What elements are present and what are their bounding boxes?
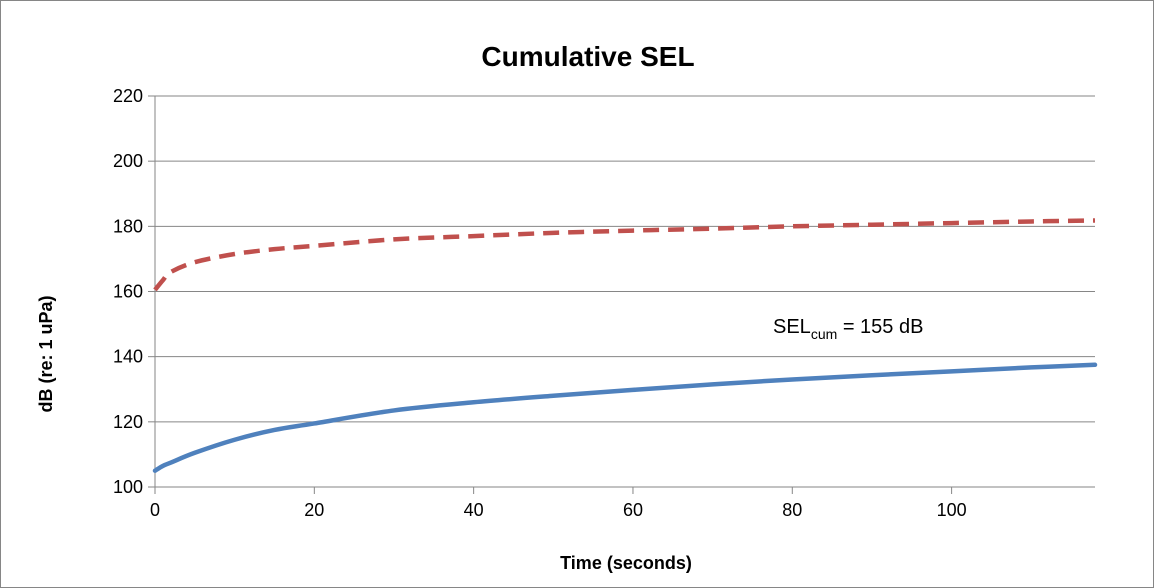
x-tick-label-80: 80 <box>782 500 802 520</box>
x-tick-label-60: 60 <box>623 500 643 520</box>
x-axis-title: Time (seconds) <box>560 553 692 573</box>
y-tick-label-120: 120 <box>113 412 143 432</box>
y-tick-label-220: 220 <box>113 86 143 106</box>
gridlines <box>155 95 1095 423</box>
x-tick-label-40: 40 <box>464 500 484 520</box>
annotation-main: SEL <box>773 316 811 338</box>
axes <box>148 95 1095 494</box>
y-tick-label-140: 140 <box>113 347 143 367</box>
series-layer <box>152 218 1098 473</box>
y-tick-label-180: 180 <box>113 216 143 236</box>
y-axis-title: dB (re: 1 uPa) <box>36 295 56 412</box>
y-tick-label-200: 200 <box>113 151 143 171</box>
sel-cum-annotation: SELcum = 155 dB <box>773 316 923 342</box>
x-tick-label-20: 20 <box>304 500 324 520</box>
dashed-red-series-line <box>153 218 1096 292</box>
annotation-value: = 155 dB <box>837 316 923 338</box>
x-tick-label-100: 100 <box>937 500 967 520</box>
y-tick-label-100: 100 <box>113 477 143 497</box>
annotation-subscript: cum <box>811 326 837 342</box>
x-tick-label-0: 0 <box>150 500 160 520</box>
tick-labels: 100 120 140 160 180 200 220 0 20 40 60 80 100 <box>113 86 967 520</box>
chart-title: Cumulative SEL <box>481 41 694 72</box>
y-tick-label-160: 160 <box>113 282 143 302</box>
solid-blue-series-line <box>152 362 1098 473</box>
